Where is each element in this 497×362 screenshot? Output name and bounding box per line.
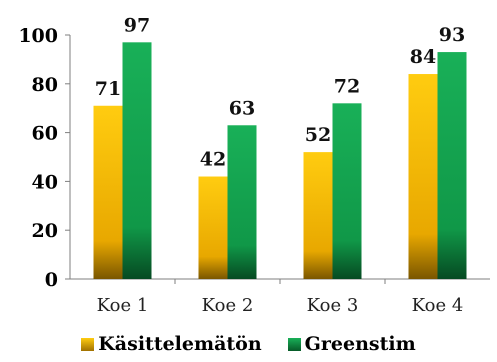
x-tick-label: Koe 4 <box>412 295 464 316</box>
data-label-1-1: 63 <box>229 97 255 119</box>
y-tick-label: 20 <box>32 220 58 242</box>
legend-label-0: Käsittelemätön <box>98 333 262 355</box>
data-label-0-3: 84 <box>410 46 436 68</box>
bars <box>93 42 467 279</box>
bar-0-3 <box>408 74 438 279</box>
bar-1-2 <box>332 103 362 279</box>
legend-item-1: Greenstim <box>287 333 416 355</box>
y-tick-label: 60 <box>32 123 58 145</box>
x-tick-label: Koe 2 <box>202 295 254 316</box>
data-label-0-1: 42 <box>200 149 226 171</box>
bar-1-3 <box>437 52 467 279</box>
x-tick-label: Koe 1 <box>97 295 149 316</box>
bar-0-2 <box>303 152 333 279</box>
bar-0-1 <box>198 176 228 279</box>
x-tick-label: Koe 3 <box>307 295 359 316</box>
bar-1-0 <box>122 42 152 279</box>
bar-chart: 0 20 40 60 80 100 Koe 1 Koe 2 Koe 3 Koe 4 71 97 42 6… <box>18 14 490 316</box>
data-label-0-0: 71 <box>95 78 121 100</box>
bar-0-0 <box>93 105 123 279</box>
bar-1-1 <box>227 125 257 279</box>
legend-label-1: Greenstim <box>304 333 416 355</box>
data-label-1-3: 93 <box>439 24 465 46</box>
data-label-1-0: 97 <box>124 14 150 36</box>
axes: 0 20 40 60 80 100 Koe 1 Koe 2 Koe 3 Koe 4 <box>18 25 490 316</box>
y-tick-label: 40 <box>32 171 58 193</box>
legend-item-0: Käsittelemätön <box>81 333 262 355</box>
y-tick-label: 100 <box>18 25 58 47</box>
legend-swatch-1 <box>287 337 301 351</box>
y-tick-label: 0 <box>45 269 58 291</box>
legend: Käsittelemätön Greenstim <box>0 333 497 355</box>
data-label-1-2: 72 <box>334 75 360 97</box>
y-tick-label: 80 <box>32 74 58 96</box>
data-label-0-2: 52 <box>305 124 331 146</box>
legend-swatch-0 <box>81 337 95 351</box>
